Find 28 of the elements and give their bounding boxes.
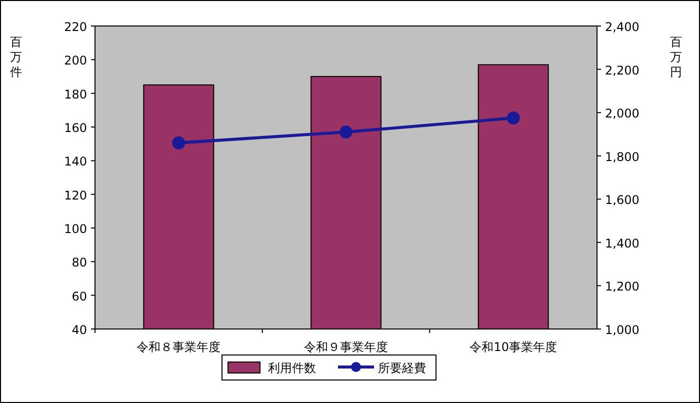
y-tick-label: 220 (64, 20, 87, 34)
y2-tick-label: 1,000 (605, 323, 640, 337)
y-tick-label: 200 (64, 54, 87, 68)
y2-tick-label: 1,600 (605, 193, 640, 208)
y-tick-label: 120 (64, 188, 87, 202)
y-tick-label: 40 (72, 323, 87, 337)
y2-axis-title: 百万円 (670, 35, 682, 79)
y-tick-label: 160 (64, 121, 87, 135)
point (172, 136, 186, 150)
point (340, 126, 352, 139)
legend-label: 利用件数 (268, 361, 316, 375)
y-tick-label: 140 (64, 154, 87, 169)
y2-tick-label: 1,800 (605, 150, 640, 164)
y-tick-label: 80 (72, 256, 87, 270)
y2-tick-label: 1,400 (605, 236, 640, 250)
y-tick-label: 180 (64, 87, 87, 102)
x-tick-label: 令和９事業年度 (304, 340, 388, 354)
x-tick-label: 令和８事業年度 (136, 340, 221, 354)
x-tick-label: 令和10事業年度 (470, 340, 557, 354)
legend-label: 所要経費 (378, 361, 426, 375)
y2-tick-label: 2,000 (605, 106, 640, 121)
y-tick-label: 60 (72, 289, 87, 304)
y2-tick-label: 2,200 (605, 63, 640, 78)
y-axis-title: 百万件 (10, 35, 22, 79)
y-tick-label: 100 (64, 222, 87, 236)
y2-tick-label: 2,400 (605, 20, 640, 34)
y2-tick-label: 1,200 (605, 280, 640, 294)
point (506, 111, 520, 124)
